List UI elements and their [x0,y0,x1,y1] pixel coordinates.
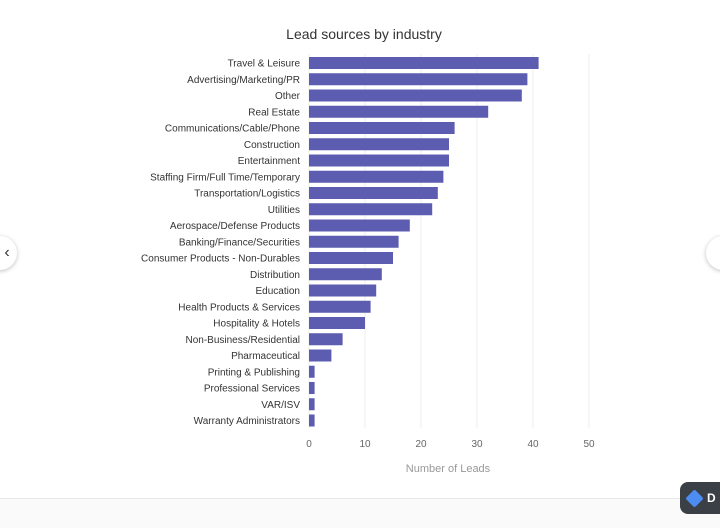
bar[interactable] [309,414,315,427]
bar[interactable] [309,154,449,167]
bar[interactable] [309,365,315,378]
bar[interactable] [309,73,528,86]
bar[interactable] [309,203,433,216]
category-label: Education [256,286,300,297]
category-label: Aerospace/Defense Products [170,221,300,232]
bottom-strip [0,498,720,528]
bar[interactable] [309,219,410,232]
category-label: Transportation/Logistics [194,189,300,200]
category-label: Entertainment [238,156,300,167]
bar[interactable] [309,89,522,102]
bar[interactable] [309,284,377,297]
x-tick-label: 30 [471,439,483,450]
category-label: Warranty Administrators [194,416,300,427]
category-label: Consumer Products - Non-Durables [141,254,300,265]
x-tick-labels: 0 10 20 30 40 50 [306,439,595,450]
x-tick-label: 50 [583,439,595,450]
category-label: Health Products & Services [178,302,300,313]
category-label: Banking/Finance/Securities [179,237,300,248]
category-labels: Travel & Leisure Advertising/Marketing/PR… [141,59,301,428]
category-label: Construction [244,140,300,151]
category-label: Staffing Firm/Full Time/Temporary [150,172,300,183]
bar[interactable] [309,317,365,329]
chart-card: Lead sources by industry Travel & Leisur… [141,26,595,475]
category-label: Other [275,91,301,102]
category-label: Distribution [250,270,300,281]
bar[interactable] [309,300,371,313]
bar[interactable] [309,57,539,69]
category-label: Real Estate [248,107,300,118]
bar-chart: Lead sources by industry Travel & Leisur… [141,26,595,475]
category-label: Travel & Leisure [228,59,301,70]
category-label: Printing & Publishing [208,367,300,378]
category-label: Non-Business/Residential [185,335,300,346]
category-label: Professional Services [204,384,300,395]
badge-button[interactable]: D [680,482,720,514]
bar[interactable] [309,187,438,199]
category-label: Advertising/Marketing/PR [187,75,300,86]
x-axis-title: Number of Leads [406,463,491,475]
x-tick-label: 20 [415,439,427,450]
next-slide-button[interactable] [706,236,720,270]
badge-label: D [707,491,716,505]
category-label: Hospitality & Hotels [213,319,300,330]
bars [309,57,539,427]
category-label: Communications/Cable/Phone [165,124,301,135]
bar[interactable] [309,382,315,394]
category-label: VAR/ISV [261,400,300,411]
prev-slide-button[interactable]: ‹ [0,236,17,270]
x-tick-label: 0 [306,439,312,450]
bar[interactable] [309,105,489,118]
bar[interactable] [309,235,399,248]
bar[interactable] [309,333,343,346]
bar[interactable] [309,170,444,183]
bar[interactable] [309,268,382,281]
chart-title: Lead sources by industry [286,26,442,42]
x-tick-label: 40 [527,439,539,450]
diamond-icon [685,488,704,508]
bar[interactable] [309,252,393,264]
bar[interactable] [309,122,455,134]
bar[interactable] [309,138,449,151]
bar[interactable] [309,398,315,411]
category-label: Utilities [268,205,300,216]
x-tick-label: 10 [359,439,371,450]
bar[interactable] [309,349,332,362]
chevron-left-icon: ‹ [4,244,10,261]
category-label: Pharmaceutical [231,351,300,362]
